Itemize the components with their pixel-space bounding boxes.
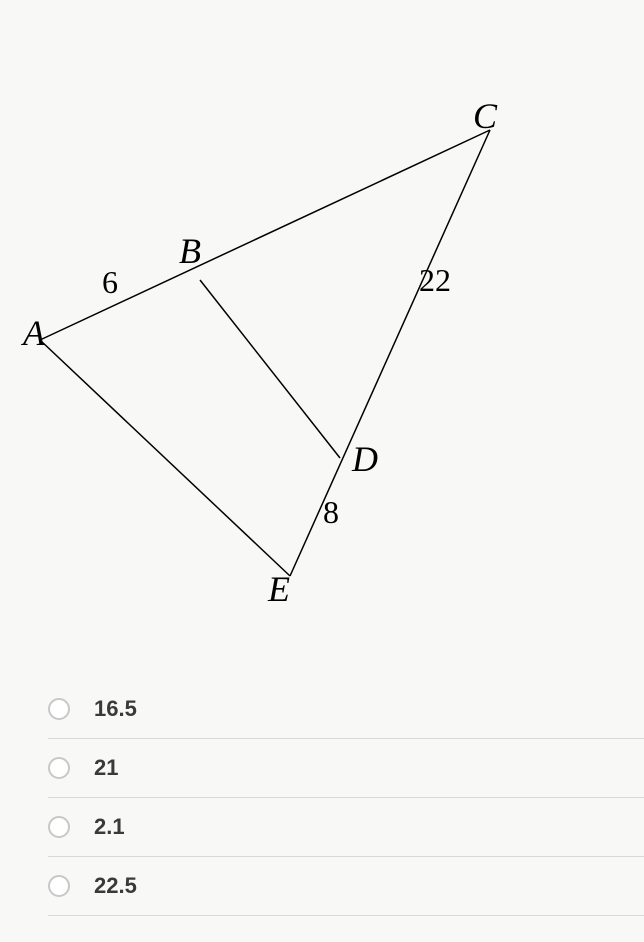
triangle-svg: [0, 0, 644, 640]
option-row-2[interactable]: 2.1: [48, 798, 644, 857]
geometry-diagram: A B C D E 6 22 8: [0, 0, 644, 640]
option-label: 16.5: [94, 696, 137, 722]
edge-label-DE: 8: [323, 494, 339, 531]
edge-AC: [40, 130, 490, 340]
option-label: 22.5: [94, 873, 137, 899]
answer-options: 16.5 21 2.1 22.5: [48, 680, 644, 916]
radio-button-icon: [48, 757, 70, 779]
edge-CE: [290, 130, 490, 576]
vertex-label-B: B: [179, 230, 201, 272]
vertex-label-E: E: [268, 568, 290, 610]
edge-EA: [40, 340, 290, 576]
option-row-0[interactable]: 16.5: [48, 680, 644, 739]
option-label: 2.1: [94, 814, 125, 840]
edge-BD: [200, 280, 340, 458]
radio-button-icon: [48, 875, 70, 897]
option-label: 21: [94, 755, 118, 781]
edge-label-CD: 22: [419, 262, 451, 299]
vertex-label-A: A: [23, 312, 45, 354]
vertex-label-C: C: [473, 95, 497, 137]
option-row-1[interactable]: 21: [48, 739, 644, 798]
vertex-label-D: D: [352, 438, 378, 480]
edge-label-AB: 6: [102, 264, 118, 301]
radio-button-icon: [48, 816, 70, 838]
radio-button-icon: [48, 698, 70, 720]
option-row-3[interactable]: 22.5: [48, 857, 644, 916]
